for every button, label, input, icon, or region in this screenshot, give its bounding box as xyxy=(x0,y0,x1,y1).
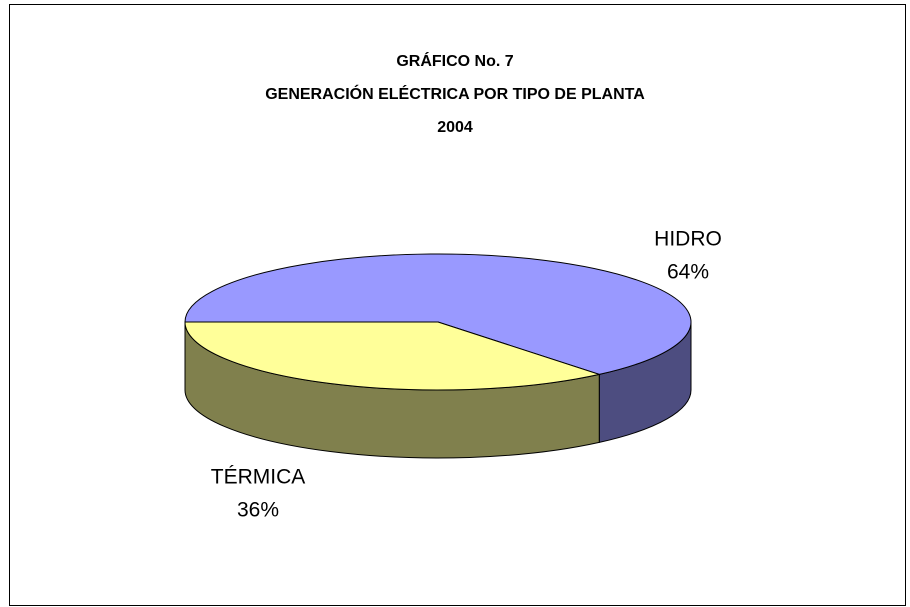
chart-title: 2004 xyxy=(437,119,473,136)
slice-value-label: 64% xyxy=(667,261,709,284)
chart-title: GENERACIÓN ELÉCTRICA POR TIPO DE PLANTA xyxy=(265,84,645,103)
slice-label: TÉRMICA xyxy=(211,466,306,489)
pie-slice xyxy=(184,253,692,375)
slice-label: HIDRO xyxy=(654,228,722,251)
slice-value-label: 36% xyxy=(237,499,279,522)
pie-slice xyxy=(184,321,602,391)
chart-title: GRÁFICO No. 7 xyxy=(396,51,513,70)
